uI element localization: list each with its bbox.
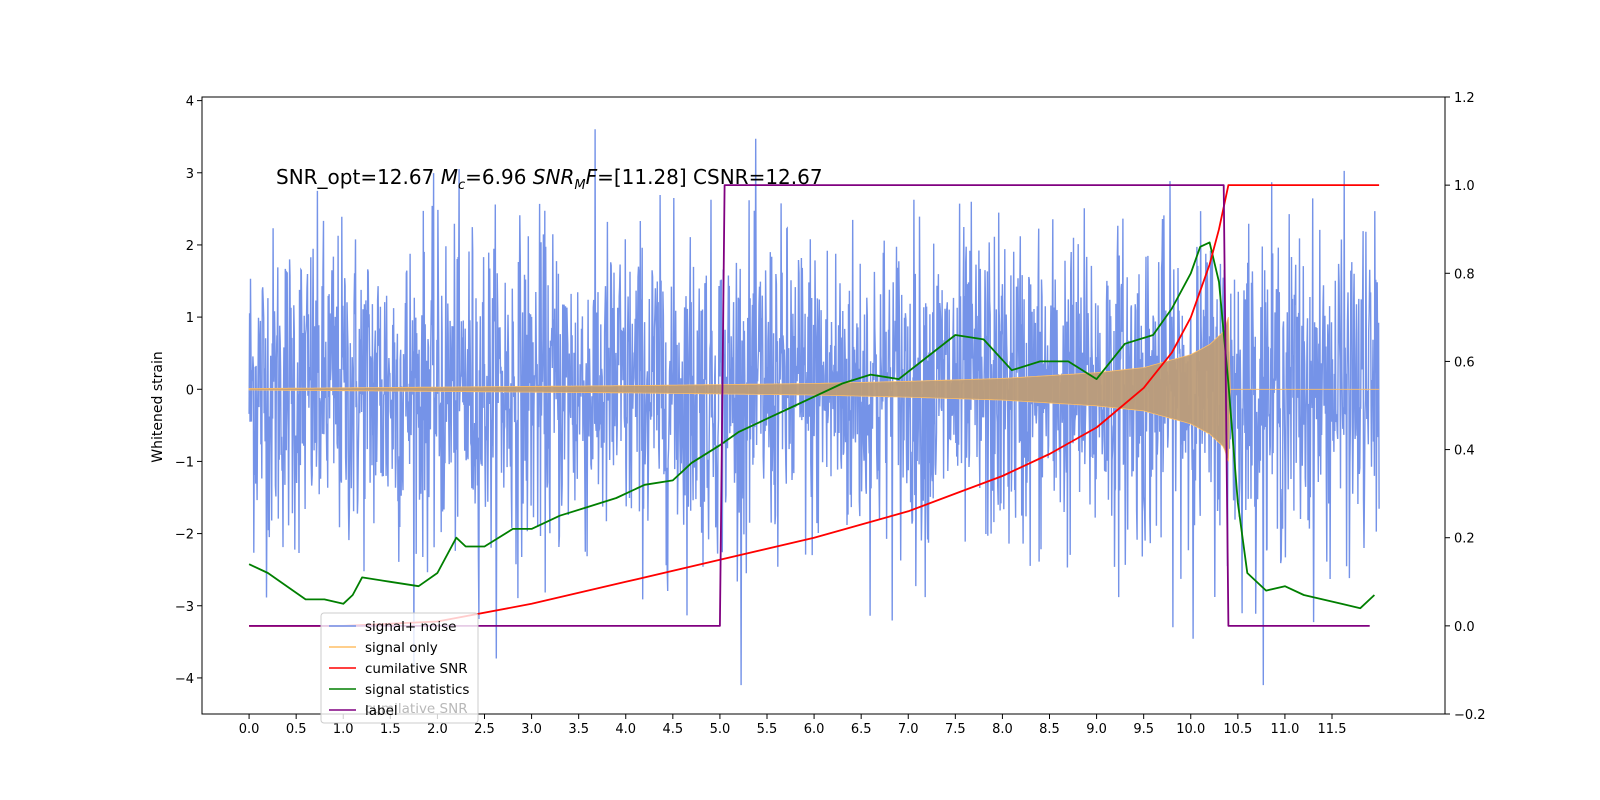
y2-tick-label: 1.2 [1454,91,1475,106]
y2-tick-label: 0.0 [1454,620,1475,635]
y-tick-label: −1 [175,455,194,470]
y-tick-label: 3 [186,167,194,182]
y-axis-left: 4 3 2 1 0 −1 −2 −3 −4 [175,95,202,687]
x-tick-label: 2.5 [474,722,495,737]
x-tick-label: 1.0 [333,722,354,737]
x-tick-label: 6.5 [851,722,872,737]
y-tick-label: −2 [175,528,194,543]
y-tick-label: 4 [186,95,194,110]
signal-only-series [248,316,1380,462]
legend-label-signal-statistics: signal statistics [365,682,469,698]
signal-only-envelope [248,316,1380,462]
y-axis-right: 1.2 1.0 0.8 0.6 0.4 0.2 0.0 −0.2 [1445,91,1486,723]
x-tick-label: 3.0 [521,722,542,737]
x-axis: 0.0 0.5 1.0 1.5 2.0 2.5 3.0 3.5 4.0 4.5 5.0 5.5 6.0 6… [239,714,1347,737]
y-tick-label: −4 [175,672,194,687]
x-tick-label: 5.0 [710,722,731,737]
x-tick-label: 9.0 [1086,722,1107,737]
y2-tick-label: 0.6 [1454,355,1475,370]
legend-box [320,612,479,724]
signal-statistics-line [248,241,1376,610]
cumulative-snr-line [249,184,1380,627]
x-tick-label: 10.0 [1176,722,1205,737]
x-tick-label: 0.5 [286,722,307,737]
y-tick-label: 1 [186,311,194,326]
x-tick-label: 11.0 [1270,722,1299,737]
x-tick-label: 5.5 [757,722,778,737]
x-tick-label: 0.0 [239,722,260,737]
x-tick-label: 6.0 [804,722,825,737]
plot-frame [201,96,1446,715]
legend-label-label: label [365,703,398,719]
legend-label-cumulative-snr: cumilative SNR [365,661,468,677]
x-tick-label: 11.5 [1318,722,1347,737]
legend-label-signal-only: signal only [365,640,438,656]
y-tick-label: −3 [175,600,194,615]
x-tick-label: 8.5 [1039,722,1060,737]
x-tick-label: 7.0 [898,722,919,737]
annotation-text: SNR_opt=12.67 Mc=6.96 SNRMF=[11.28] CSNR… [276,165,823,193]
x-tick-label: 7.5 [945,722,966,737]
y-axis-title: Whitened strain [150,351,166,462]
y2-tick-label: 0.8 [1454,267,1475,282]
y2-tick-label: −0.2 [1454,708,1486,723]
label-line [249,184,1370,627]
y2-tick-label: 0.2 [1454,532,1475,547]
y2-tick-label: 1.0 [1454,179,1475,194]
x-tick-label: 1.5 [380,722,401,737]
x-tick-label: 10.5 [1223,722,1252,737]
x-tick-label: 2.0 [427,722,448,737]
y-tick-label: 2 [186,239,194,254]
x-tick-label: 3.5 [568,722,589,737]
x-tick-label: 9.5 [1133,722,1154,737]
legend: cumilative SNR signal+ noise signal only… [320,612,479,724]
x-tick-label: 4.0 [615,722,636,737]
y-tick-label: 0 [186,383,194,398]
y2-tick-label: 0.4 [1454,444,1475,459]
overlay-series [248,184,1380,627]
x-tick-label: 4.5 [662,722,683,737]
legend-ghost-text: cumilative SNR [365,701,468,717]
legend-label-signal-noise: signal+ noise [365,619,456,635]
x-tick-label: 8.0 [992,722,1013,737]
